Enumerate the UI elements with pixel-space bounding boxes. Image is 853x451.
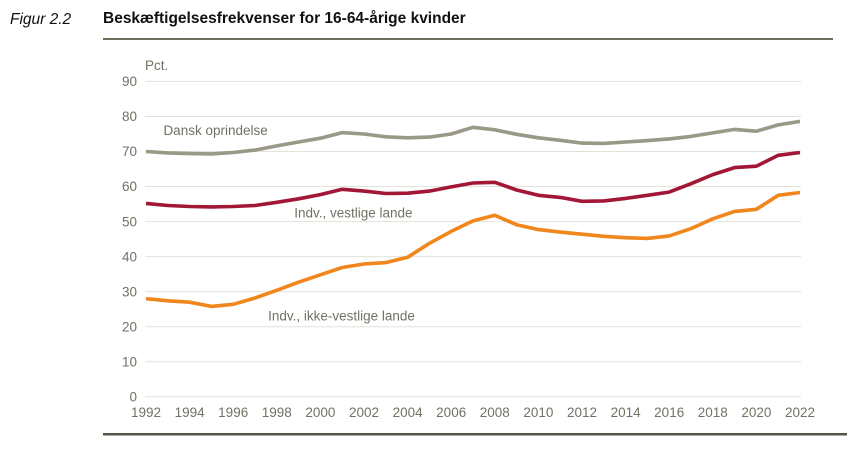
series-label-dansk-oprindelse: Dansk oprindelse (163, 123, 267, 138)
title-rule (103, 38, 833, 40)
x-tick-label: 1996 (218, 405, 248, 420)
y-tick-label: 90 (122, 74, 137, 89)
y-tick-label: 50 (122, 214, 137, 229)
y-tick-label: 20 (122, 319, 137, 334)
x-tick-label: 2014 (611, 405, 642, 420)
x-tick-label: 1992 (131, 405, 161, 420)
x-tick-label: 2012 (567, 405, 597, 420)
y-tick-label: 30 (122, 284, 137, 299)
y-tick-label: 0 (129, 390, 137, 405)
x-tick-label: 2008 (480, 405, 510, 420)
x-tick-label: 2016 (654, 405, 684, 420)
x-tick-label: 2018 (698, 405, 728, 420)
series-line-dansk-oprindelse (145, 119, 801, 156)
x-tick-label: 2002 (349, 405, 379, 420)
figure-bottom-rule (103, 433, 847, 435)
series-label-indv-vestlige-lande: Indv., vestlige lande (294, 205, 412, 220)
x-tick-label: 2000 (305, 405, 335, 420)
x-tick-label: 2020 (741, 405, 771, 420)
x-tick-label: 2004 (393, 405, 424, 420)
series-line-indv-vestlige-lande (145, 150, 801, 209)
series-label-indv-ikke-vestlige-lande: Indv., ikke-vestlige lande (268, 308, 415, 323)
x-tick-label: 1998 (262, 405, 292, 420)
series-line-indv-ikke-vestlige-lande (145, 190, 801, 309)
y-tick-label: 60 (122, 179, 137, 194)
y-tick-label: 70 (122, 144, 137, 159)
y-tick-label: 10 (122, 354, 137, 369)
figure-title: Beskæftigelsesfrekvenser for 16-64-årige… (103, 10, 466, 27)
x-tick-label: 2022 (785, 405, 815, 420)
x-tick-label: 1994 (175, 405, 206, 420)
figure-number: Figur 2.2 (10, 11, 72, 28)
y-tick-label: 40 (122, 249, 137, 264)
y-tick-label: 80 (122, 109, 137, 124)
x-tick-label: 2006 (436, 405, 466, 420)
y-axis-unit-label: Pct. (145, 58, 168, 73)
x-tick-label: 2010 (523, 405, 553, 420)
